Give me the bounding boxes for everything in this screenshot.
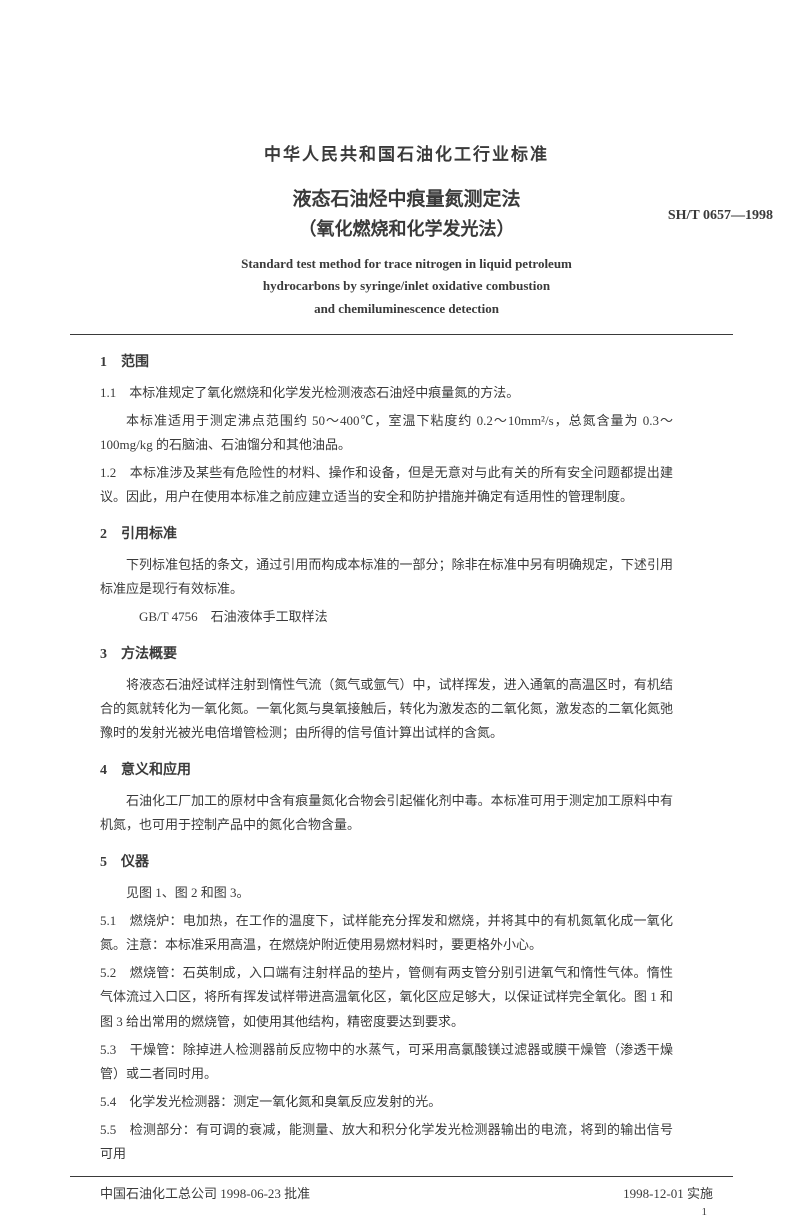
para-5-2: 5.2 燃烧管：石英制成，入口端有注射样品的垫片，管侧有两支管分别引进氧气和惰性… bbox=[100, 961, 673, 1033]
ref-gbt4756: GB/T 4756 石油液体手工取样法 bbox=[100, 605, 673, 629]
section-4-heading: 4 意义和应用 bbox=[100, 759, 673, 779]
para-5-5: 5.5 检测部分：有可调的衰减，能测量、放大和积分化学发光检测器输出的电流，将到… bbox=[100, 1118, 673, 1166]
para-3-1: 将液态石油烃试样注射到惰性气流（氮气或氩气）中，试样挥发，进入通氧的高温区时，有… bbox=[100, 673, 673, 745]
section-5-heading: 5 仪器 bbox=[100, 851, 673, 871]
main-title-line2: （氧化燃烧和化学发光法） bbox=[100, 215, 713, 241]
para-4-1: 石油化工厂加工的原材中含有痕量氮化合物会引起催化剂中毒。本标准可用于测定加工原料… bbox=[100, 789, 673, 837]
para-2-intro: 下列标准包括的条文，通过引用而构成本标准的一部分；除非在标准中另有明确规定，下述… bbox=[100, 553, 673, 601]
en-title-line3: and chemiluminescence detection bbox=[100, 298, 713, 320]
para-5-4: 5.4 化学发光检测器：测定一氧化氮和臭氧反应发射的光。 bbox=[100, 1090, 673, 1114]
section-2-heading: 2 引用标准 bbox=[100, 523, 673, 543]
document-header: 中华人民共和国石油化工行业标准 液态石油烃中痕量氮测定法 （氧化燃烧和化学发光法… bbox=[100, 140, 713, 320]
header-divider bbox=[70, 334, 733, 335]
para-5-intro: 见图 1、图 2 和图 3。 bbox=[100, 881, 673, 905]
para-5-1: 5.1 燃烧炉：电加热，在工作的温度下，试样能充分挥发和燃烧，并将其中的有机氮氧… bbox=[100, 909, 673, 957]
section-1-heading: 1 范围 bbox=[100, 351, 673, 371]
org-title: 中华人民共和国石油化工行业标准 bbox=[100, 140, 713, 165]
para-5-3: 5.3 干燥管：除掉进人检测器前反应物中的水蒸气，可采用高氯酸镁过滤器或膜干燥管… bbox=[100, 1038, 673, 1086]
en-title-line1: Standard test method for trace nitrogen … bbox=[100, 253, 713, 275]
para-1-1b: 本标准适用于测定沸点范围约 50～400℃，室温下粘度约 0.2～10mm²/s… bbox=[100, 409, 673, 457]
main-title-line1: 液态石油烃中痕量氮测定法 bbox=[100, 185, 713, 215]
section-3-heading: 3 方法概要 bbox=[100, 643, 673, 663]
standard-code: SH/T 0657—1998 bbox=[668, 208, 773, 224]
footer: 中国石油化工总公司 1998-06-23 批准 1998-12-01 实施 bbox=[100, 1183, 713, 1202]
en-title-line2: hydrocarbons by syringe/inlet oxidative … bbox=[100, 275, 713, 297]
para-1-2: 1.2 本标准涉及某些有危险性的材料、操作和设备，但是无意对与此有关的所有安全问… bbox=[100, 461, 673, 509]
footer-divider bbox=[70, 1176, 733, 1177]
content-body: 1 范围 1.1 本标准规定了氧化燃烧和化学发光检测液态石油烃中痕量氮的方法。 … bbox=[100, 351, 713, 1166]
footer-approval: 中国石油化工总公司 1998-06-23 批准 bbox=[100, 1183, 310, 1202]
english-title: Standard test method for trace nitrogen … bbox=[100, 253, 713, 319]
page-number: 1 bbox=[100, 1206, 713, 1218]
footer-effective: 1998-12-01 实施 bbox=[623, 1183, 713, 1202]
para-1-1: 1.1 本标准规定了氧化燃烧和化学发光检测液态石油烃中痕量氮的方法。 bbox=[100, 381, 673, 405]
